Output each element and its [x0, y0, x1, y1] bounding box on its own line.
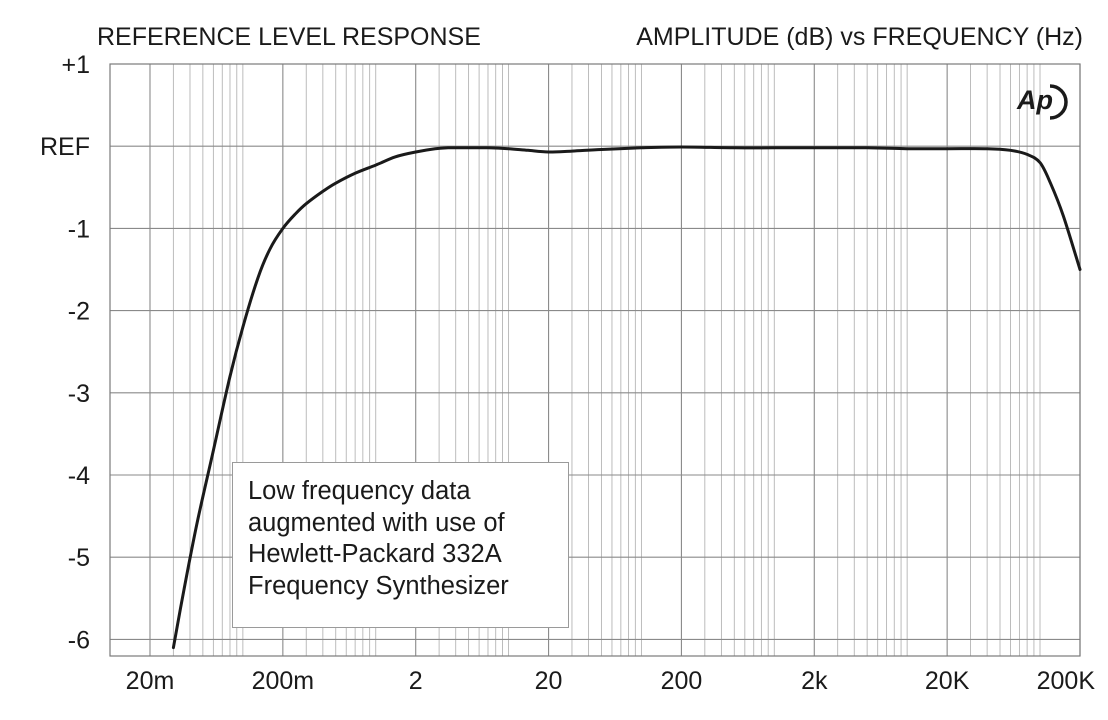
y-tick-label: REF [40, 133, 90, 161]
annotation-line-4: Frequency Synthesizer [248, 571, 509, 600]
y-tick-label: -6 [68, 626, 90, 654]
y-tick-label: -5 [68, 544, 90, 572]
x-tick-label: 200K [1037, 667, 1096, 695]
annotation-line-1: Low frequency data [248, 477, 471, 505]
x-tick-label: 20 [535, 667, 563, 695]
y-tick-label: -1 [68, 215, 90, 243]
y-tick-label: -3 [68, 380, 90, 408]
x-tick-label: 200m [252, 667, 315, 695]
chart-title-right: AMPLITUDE (dB) vs FREQUENCY (Hz) [636, 23, 1083, 51]
annotation-line-3: Hewlett-Packard 332A [248, 540, 502, 568]
x-tick-label: 20K [925, 667, 970, 695]
annotation-line-2: augmented with use of [248, 508, 505, 537]
y-tick-label: -2 [68, 298, 90, 326]
y-tick-labels: +1 REF -1 -2 -3 -4 -5 -6 [40, 51, 90, 654]
ap-logo-icon: Ap [1016, 84, 1068, 120]
y-tick-label: -4 [68, 462, 90, 490]
x-tick-label: 2k [801, 667, 828, 695]
x-tick-label: 20m [126, 667, 175, 695]
x-tick-labels: 20m 200m 2 20 200 2k 20K 200K [126, 667, 1096, 695]
response-curve-series [171, 145, 1082, 650]
chart-title-left: REFERENCE LEVEL RESPONSE [97, 23, 481, 51]
plot-frame [109, 63, 1081, 657]
annotation-box: Low frequency data augmented with use of… [232, 462, 569, 628]
x-tick-label: 2 [409, 667, 423, 695]
ap-logo-text: Ap [1016, 85, 1053, 115]
y-tick-label: +1 [61, 51, 90, 79]
x-tick-label: 200 [661, 667, 703, 695]
